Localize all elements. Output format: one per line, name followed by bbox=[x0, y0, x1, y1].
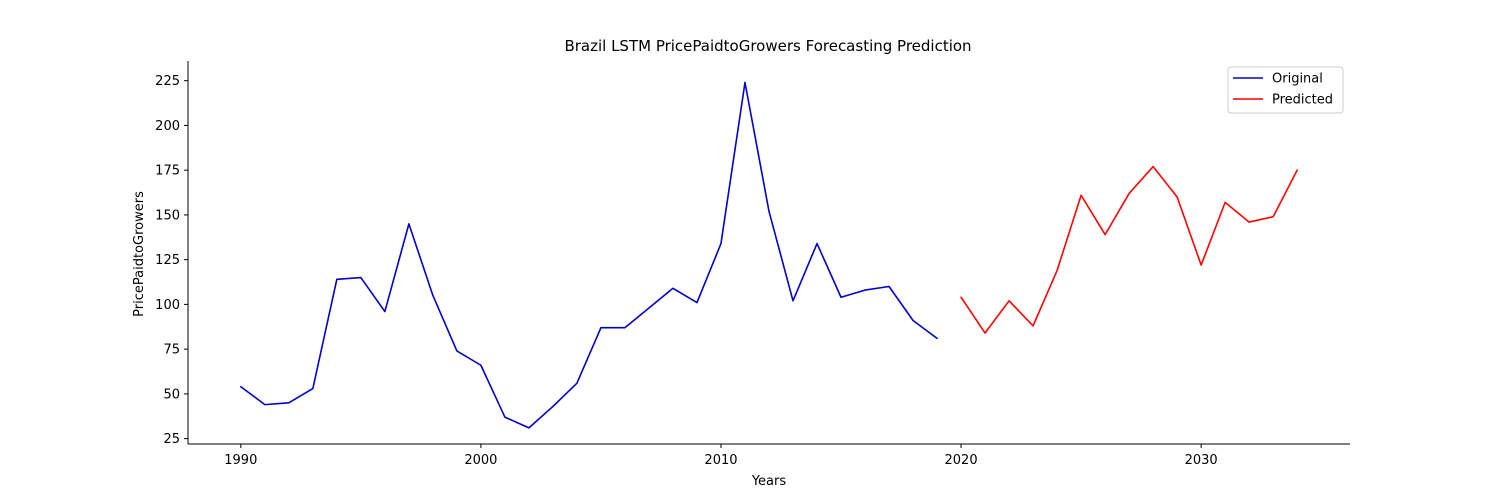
y-tick-label: 175 bbox=[155, 164, 180, 179]
y-tick-label: 50 bbox=[163, 387, 180, 402]
y-tick-label: 25 bbox=[163, 432, 180, 447]
y-tick-label: 125 bbox=[155, 253, 180, 268]
legend-label-predicted: Predicted bbox=[1272, 93, 1333, 108]
x-tick-label: 2000 bbox=[464, 453, 497, 468]
y-axis-label: PricePaidtoGrowers bbox=[132, 191, 147, 317]
y-tick-label: 200 bbox=[155, 119, 180, 134]
series-line-original bbox=[240, 81, 938, 429]
y-tick-label: 75 bbox=[163, 343, 180, 358]
x-tick-label: 2010 bbox=[704, 453, 737, 468]
y-tick-label: 225 bbox=[155, 74, 180, 89]
chart-title: Brazil LSTM PricePaidtoGrowers Forecasti… bbox=[564, 37, 971, 55]
x-tick-label: 2020 bbox=[945, 453, 978, 468]
legend: Original Predicted bbox=[1227, 66, 1344, 114]
y-tick-label: 150 bbox=[155, 208, 180, 223]
series-line-predicted bbox=[960, 165, 1298, 334]
x-tick-label: 1990 bbox=[224, 453, 257, 468]
legend-label-original: Original bbox=[1272, 72, 1323, 87]
x-ticks: 1990 2000 2010 2020 2030 bbox=[224, 444, 1218, 468]
x-axis-label: Years bbox=[751, 474, 787, 489]
x-tick-label: 2030 bbox=[1185, 453, 1218, 468]
plot-area bbox=[240, 81, 1298, 429]
y-tick-label: 100 bbox=[155, 298, 180, 313]
y-ticks: 25 50 75 100 125 150 175 200 225 bbox=[155, 74, 188, 447]
